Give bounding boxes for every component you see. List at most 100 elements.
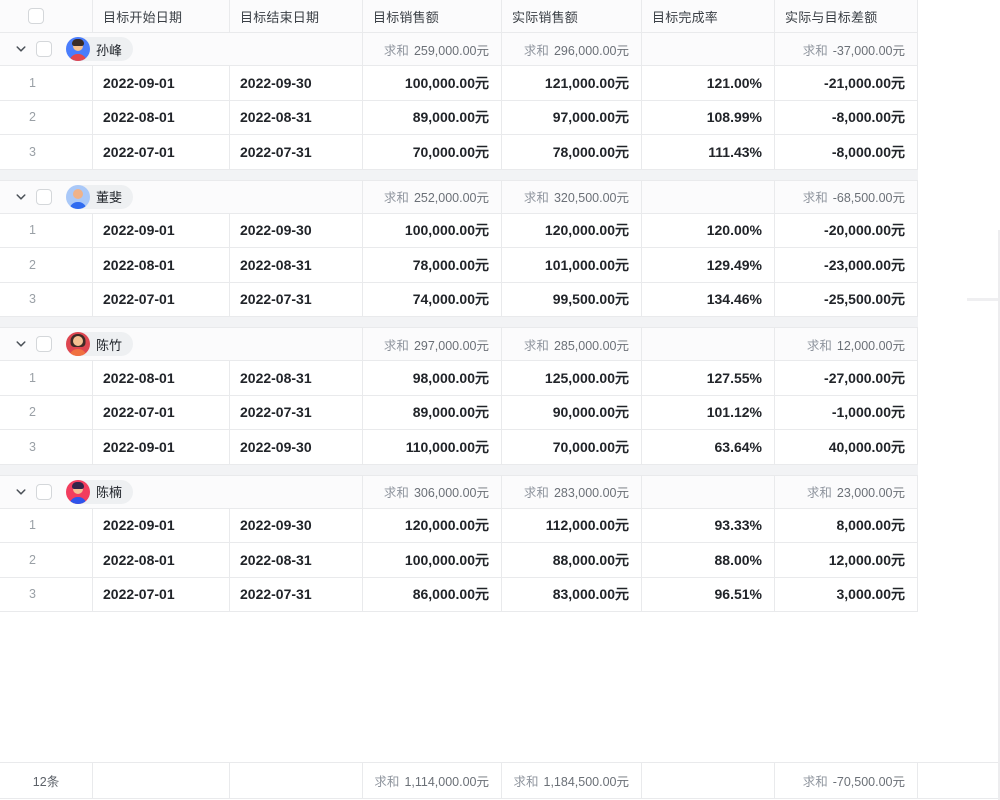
cell-completion-rate[interactable]: 120.00% <box>642 213 775 247</box>
cell-target-sales[interactable]: 89,000.00元 <box>363 100 502 134</box>
group-cell-completion-rate[interactable] <box>642 475 775 508</box>
group-select-checkbox[interactable] <box>36 483 52 500</box>
group-sum-target-diff[interactable]: 求和 -68,500.00元 <box>775 180 918 213</box>
cell-target-diff[interactable]: 12,000.00元 <box>775 543 918 577</box>
cell-completion-rate[interactable]: 63.64% <box>642 430 775 464</box>
group-sum-target-sales[interactable]: 求和 297,000.00元 <box>363 328 502 360</box>
cell-actual-sales[interactable]: 88,000.00元 <box>502 543 642 577</box>
header-cell-actual-sales[interactable]: 实际销售额 <box>502 0 642 32</box>
cell-completion-rate[interactable]: 129.49% <box>642 248 775 282</box>
cell-target-end-date[interactable]: 2022-08-31 <box>230 248 363 282</box>
cell-target-diff[interactable]: -21,000.00元 <box>775 66 918 100</box>
cell-actual-sales[interactable]: 101,000.00元 <box>502 248 642 282</box>
cell-completion-rate[interactable]: 134.46% <box>642 282 775 316</box>
footer-sum-target-diff[interactable]: 求和 -70,500.00元 <box>775 763 918 798</box>
cell-target-diff[interactable]: -8,000.00元 <box>775 135 918 169</box>
cell-actual-sales[interactable]: 90,000.00元 <box>502 395 642 429</box>
group-sum-target-diff[interactable]: 求和 12,000.00元 <box>775 328 918 360</box>
cell-target-sales[interactable]: 74,000.00元 <box>363 282 502 316</box>
cell-completion-rate[interactable]: 121.00% <box>642 66 775 100</box>
chevron-down-icon[interactable] <box>13 189 29 205</box>
chevron-down-icon[interactable] <box>13 484 29 500</box>
cell-actual-sales[interactable]: 83,000.00元 <box>502 577 642 611</box>
cell-completion-rate[interactable]: 108.99% <box>642 100 775 134</box>
cell-actual-sales[interactable]: 112,000.00元 <box>502 508 642 542</box>
cell-target-sales[interactable]: 86,000.00元 <box>363 577 502 611</box>
chevron-down-icon[interactable] <box>13 41 29 57</box>
footer-sum-target-sales[interactable]: 求和 1,114,000.00元 <box>363 763 502 798</box>
group-sum-target-diff[interactable]: 求和 23,000.00元 <box>775 475 918 508</box>
cell-actual-sales[interactable]: 121,000.00元 <box>502 66 642 100</box>
cell-target-sales[interactable]: 89,000.00元 <box>363 395 502 429</box>
group-sum-actual-sales[interactable]: 求和 285,000.00元 <box>502 328 642 360</box>
group-sum-target-sales[interactable]: 求和 259,000.00元 <box>363 33 502 65</box>
cell-target-start-date[interactable]: 2022-08-01 <box>93 361 230 395</box>
cell-target-end-date[interactable]: 2022-07-31 <box>230 577 363 611</box>
header-cell-target-diff[interactable]: 实际与目标差额 <box>775 0 918 32</box>
chevron-down-icon[interactable] <box>13 336 29 352</box>
cell-target-sales[interactable]: 100,000.00元 <box>363 66 502 100</box>
header-cell-target-end-date[interactable]: 目标结束日期 <box>230 0 363 32</box>
cell-target-end-date[interactable]: 2022-07-31 <box>230 395 363 429</box>
cell-actual-sales[interactable]: 97,000.00元 <box>502 100 642 134</box>
group-cell-completion-rate[interactable] <box>642 33 775 65</box>
cell-target-sales[interactable]: 100,000.00元 <box>363 213 502 247</box>
group-cell-completion-rate[interactable] <box>642 328 775 360</box>
cell-target-start-date[interactable]: 2022-07-01 <box>93 135 230 169</box>
cell-target-start-date[interactable]: 2022-07-01 <box>93 395 230 429</box>
cell-target-start-date[interactable]: 2022-08-01 <box>93 100 230 134</box>
group-sum-target-sales[interactable]: 求和 306,000.00元 <box>363 475 502 508</box>
cell-actual-sales[interactable]: 125,000.00元 <box>502 361 642 395</box>
cell-target-end-date[interactable]: 2022-08-31 <box>230 361 363 395</box>
group-sum-actual-sales[interactable]: 求和 320,500.00元 <box>502 180 642 213</box>
cell-target-end-date[interactable]: 2022-08-31 <box>230 100 363 134</box>
cell-target-end-date[interactable]: 2022-09-30 <box>230 213 363 247</box>
cell-target-sales[interactable]: 110,000.00元 <box>363 430 502 464</box>
cell-completion-rate[interactable]: 111.43% <box>642 135 775 169</box>
cell-target-diff[interactable]: -8,000.00元 <box>775 100 918 134</box>
cell-target-diff[interactable]: -25,500.00元 <box>775 282 918 316</box>
cell-target-start-date[interactable]: 2022-08-01 <box>93 248 230 282</box>
cell-target-start-date[interactable]: 2022-08-01 <box>93 543 230 577</box>
group-select-checkbox[interactable] <box>36 336 52 352</box>
cell-target-start-date[interactable]: 2022-07-01 <box>93 577 230 611</box>
cell-target-end-date[interactable]: 2022-09-30 <box>230 508 363 542</box>
cell-target-end-date[interactable]: 2022-07-31 <box>230 282 363 316</box>
group-sum-target-sales[interactable]: 求和 252,000.00元 <box>363 180 502 213</box>
cell-target-start-date[interactable]: 2022-09-01 <box>93 430 230 464</box>
group-sum-actual-sales[interactable]: 求和 283,000.00元 <box>502 475 642 508</box>
cell-actual-sales[interactable]: 120,000.00元 <box>502 213 642 247</box>
cell-target-end-date[interactable]: 2022-09-30 <box>230 430 363 464</box>
cell-target-end-date[interactable]: 2022-09-30 <box>230 66 363 100</box>
cell-actual-sales[interactable]: 78,000.00元 <box>502 135 642 169</box>
cell-target-end-date[interactable]: 2022-07-31 <box>230 135 363 169</box>
cell-completion-rate[interactable]: 96.51% <box>642 577 775 611</box>
select-all-checkbox[interactable] <box>28 8 44 24</box>
cell-target-diff[interactable]: -23,000.00元 <box>775 248 918 282</box>
cell-target-end-date[interactable]: 2022-08-31 <box>230 543 363 577</box>
cell-target-sales[interactable]: 100,000.00元 <box>363 543 502 577</box>
cell-target-start-date[interactable]: 2022-09-01 <box>93 508 230 542</box>
cell-actual-sales[interactable]: 70,000.00元 <box>502 430 642 464</box>
cell-target-start-date[interactable]: 2022-07-01 <box>93 282 230 316</box>
cell-target-sales[interactable]: 78,000.00元 <box>363 248 502 282</box>
cell-actual-sales[interactable]: 99,500.00元 <box>502 282 642 316</box>
header-cell-target-sales[interactable]: 目标销售额 <box>363 0 502 32</box>
footer-cell-completion-rate[interactable] <box>642 763 775 798</box>
footer-sum-actual-sales[interactable]: 求和 1,184,500.00元 <box>502 763 642 798</box>
cell-completion-rate[interactable]: 127.55% <box>642 361 775 395</box>
group-sum-target-diff[interactable]: 求和 -37,000.00元 <box>775 33 918 65</box>
cell-target-diff[interactable]: -1,000.00元 <box>775 395 918 429</box>
cell-target-diff[interactable]: 8,000.00元 <box>775 508 918 542</box>
group-sum-actual-sales[interactable]: 求和 296,000.00元 <box>502 33 642 65</box>
cell-target-sales[interactable]: 120,000.00元 <box>363 508 502 542</box>
group-select-checkbox[interactable] <box>36 41 52 57</box>
cell-target-start-date[interactable]: 2022-09-01 <box>93 66 230 100</box>
cell-target-sales[interactable]: 70,000.00元 <box>363 135 502 169</box>
header-cell-target-start-date[interactable]: 目标开始日期 <box>93 0 230 32</box>
cell-target-sales[interactable]: 98,000.00元 <box>363 361 502 395</box>
cell-target-diff[interactable]: -20,000.00元 <box>775 213 918 247</box>
cell-target-diff[interactable]: -27,000.00元 <box>775 361 918 395</box>
cell-completion-rate[interactable]: 101.12% <box>642 395 775 429</box>
cell-target-diff[interactable]: 3,000.00元 <box>775 577 918 611</box>
